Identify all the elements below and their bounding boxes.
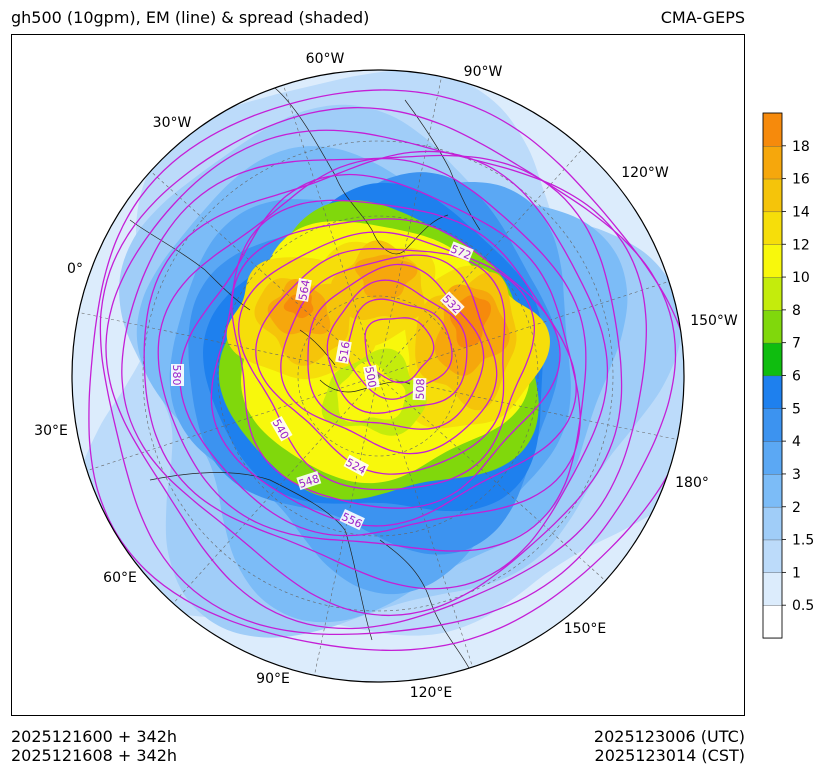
colorbar-swatch xyxy=(762,342,783,377)
contour-label: 516 xyxy=(335,339,353,364)
latitude-circle xyxy=(142,140,614,612)
contour-label: 508 xyxy=(412,377,428,401)
longitude-label: 30°W xyxy=(153,115,192,131)
meridian-line xyxy=(314,375,379,676)
longitude-label: 0° xyxy=(67,261,83,277)
colorbar-swatch xyxy=(762,178,783,213)
init-time-block: 2025121600 + 342h 2025121608 + 342h xyxy=(11,727,177,765)
colorbar-swatch xyxy=(762,572,783,606)
coastline xyxy=(299,329,336,366)
meridian-line xyxy=(377,281,670,377)
colorbar-tick-label: 4 xyxy=(792,434,801,450)
colorbar-tick-label: 1.5 xyxy=(792,533,814,549)
map-boundary xyxy=(71,69,685,683)
height-contour xyxy=(179,173,581,537)
contour-label-text: 564 xyxy=(296,279,312,302)
colorbar-tick-label: 0.5 xyxy=(792,598,814,614)
valid-time-block: 2025123006 (UTC) 2025123014 (CST) xyxy=(594,727,745,765)
colorbar-swatch xyxy=(762,276,783,311)
colorbar-swatch xyxy=(762,112,783,147)
colorbar-tick-label: 10 xyxy=(792,270,810,286)
colorbar-tick-label: 3 xyxy=(792,467,801,483)
init-time-cst: 2025121608 + 342h xyxy=(11,746,178,765)
longitude-label: 120°E xyxy=(410,685,453,701)
model-name: CMA-GEPS xyxy=(660,8,745,27)
valid-time-utc: 2025123006 (UTC) xyxy=(593,727,745,746)
contour-label: 564 xyxy=(295,277,313,302)
coastline xyxy=(129,219,251,311)
contour-label: 580 xyxy=(170,364,184,386)
colorbar-swatch xyxy=(762,440,783,475)
colorbar-tick-label: 2 xyxy=(792,500,801,516)
colorbar-swatch xyxy=(762,408,783,442)
latitude-circle xyxy=(297,295,459,457)
height-contour xyxy=(255,248,506,475)
colorbar-swatch xyxy=(762,211,783,245)
colorbar-swatch xyxy=(762,539,783,573)
coastline xyxy=(149,472,373,641)
longitude-label: 90°W xyxy=(464,64,503,80)
colorbar-tick-label: 5 xyxy=(792,401,801,417)
height-contour xyxy=(157,157,587,552)
contour-label-text: 548 xyxy=(297,472,321,491)
colorbar-tick-label: 1 xyxy=(792,565,801,581)
colorbar-swatch xyxy=(762,604,783,639)
valid-time-cst: 2025123014 (CST) xyxy=(594,746,745,765)
height-contour xyxy=(231,218,561,509)
colorbar-swatch xyxy=(762,506,783,541)
contour-label-text: 508 xyxy=(414,378,428,399)
meridian-line xyxy=(377,76,442,377)
colorbar-tick-label: 16 xyxy=(792,172,810,188)
height-contour xyxy=(210,199,577,527)
meridian-line xyxy=(377,375,678,440)
init-time-utc: 2025121600 + 342h xyxy=(11,727,178,746)
map-frame xyxy=(11,34,745,716)
height-contour xyxy=(280,254,498,455)
colorbar-swatch xyxy=(762,145,783,180)
colorbar-tick-label: 8 xyxy=(792,303,801,319)
colorbar-tick-label: 18 xyxy=(792,139,810,155)
colorbar-tick-label: 7 xyxy=(792,336,801,352)
contour-label: 500 xyxy=(362,364,380,389)
height-contour xyxy=(326,279,468,414)
longitude-label: 150°W xyxy=(690,313,738,329)
colorbar-swatch xyxy=(762,375,783,409)
latitude-circle xyxy=(217,215,539,537)
longitude-label: 150°E xyxy=(564,621,607,637)
height-contour xyxy=(99,107,677,636)
colorbar-swatch xyxy=(762,473,783,508)
colorbar-swatch xyxy=(762,309,783,344)
contour-label-text: 580 xyxy=(170,365,183,386)
height-contour xyxy=(121,154,623,617)
longitude-label: 30°E xyxy=(34,423,68,439)
longitude-label: 90°E xyxy=(256,671,290,687)
chart-title: gh500 (10gpm), EM (line) & spread (shade… xyxy=(11,8,370,27)
colorbar-tick-label: 14 xyxy=(792,204,810,220)
colorbar-tick-label: 6 xyxy=(792,369,801,385)
coastline xyxy=(404,99,481,231)
contour-label-text: 500 xyxy=(362,366,378,389)
height-contour xyxy=(237,231,536,491)
meridian-line xyxy=(283,84,379,377)
longitude-label: 180° xyxy=(675,475,709,491)
colorbar-tick-label: 12 xyxy=(792,237,810,253)
contour-label: 548 xyxy=(296,470,322,491)
spread-core xyxy=(354,254,418,299)
height-contour xyxy=(88,89,684,652)
height-contour xyxy=(105,129,648,630)
height-contour xyxy=(364,317,435,384)
coastline xyxy=(274,87,449,255)
colorbar-swatch xyxy=(762,244,783,278)
height-contour xyxy=(143,150,609,590)
contour-label-text: 516 xyxy=(336,341,352,364)
longitude-label: 60°E xyxy=(103,570,137,586)
meridian-line xyxy=(86,375,379,471)
longitude-label: 60°W xyxy=(306,51,345,67)
longitude-label: 120°W xyxy=(621,165,669,181)
coastline xyxy=(379,539,471,671)
